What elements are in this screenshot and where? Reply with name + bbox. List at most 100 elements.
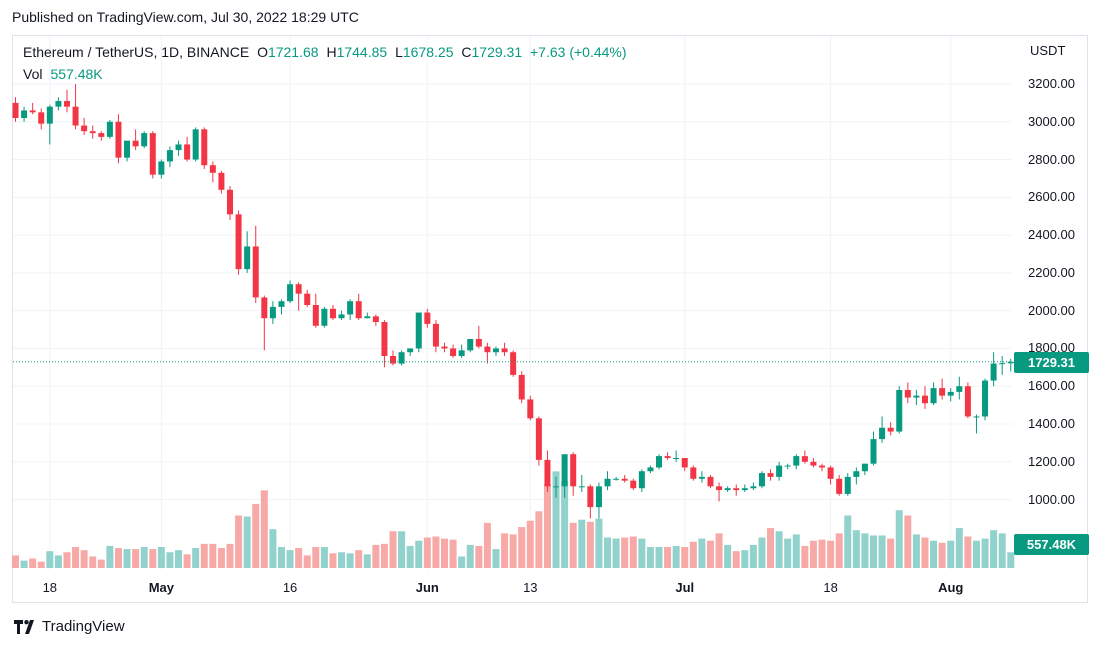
candle-body[interactable] <box>141 133 148 147</box>
candle-body[interactable] <box>269 306 276 319</box>
candle-body[interactable] <box>501 348 508 353</box>
candle-body[interactable] <box>776 465 783 477</box>
candle-body[interactable] <box>793 456 800 466</box>
candle-body[interactable] <box>535 418 542 460</box>
candle-body[interactable] <box>510 352 517 375</box>
candle-body[interactable] <box>347 301 354 315</box>
candle-body[interactable] <box>1007 361 1014 364</box>
candle-body[interactable] <box>913 395 920 398</box>
candle-body[interactable] <box>106 121 113 137</box>
candle-body[interactable] <box>990 363 997 381</box>
candle-body[interactable] <box>484 346 491 353</box>
candle-body[interactable] <box>836 478 843 494</box>
candle-body[interactable] <box>227 189 233 215</box>
candle-body[interactable] <box>304 293 311 305</box>
candle-body[interactable] <box>939 388 946 396</box>
candle-body[interactable] <box>896 390 903 432</box>
chart-frame[interactable] <box>12 35 1088 603</box>
candle-body[interactable] <box>184 144 191 160</box>
candle-body[interactable] <box>964 386 971 417</box>
candle-body[interactable] <box>295 284 302 294</box>
candle-body[interactable] <box>861 463 868 472</box>
candle-body[interactable] <box>218 172 225 190</box>
candle-body[interactable] <box>656 456 662 468</box>
candle-body[interactable] <box>338 314 345 319</box>
candle-body[interactable] <box>261 297 268 319</box>
candle-body[interactable] <box>312 305 319 326</box>
candle-body[interactable] <box>690 467 697 479</box>
candle-body[interactable] <box>827 467 834 479</box>
candle-body[interactable] <box>321 308 328 326</box>
candle-body[interactable] <box>252 246 259 298</box>
candle-body[interactable] <box>38 112 45 124</box>
candle-body[interactable] <box>492 348 499 353</box>
candle-body[interactable] <box>630 480 637 489</box>
candle-body[interactable] <box>681 458 688 468</box>
candle-body[interactable] <box>124 140 131 158</box>
candle-body[interactable] <box>115 121 122 158</box>
candle-body[interactable] <box>329 308 336 319</box>
candle-body[interactable] <box>390 356 397 364</box>
candle-body[interactable] <box>982 380 989 417</box>
candle-body[interactable] <box>698 476 705 479</box>
candle-body[interactable] <box>450 348 457 356</box>
candle-body[interactable] <box>544 459 551 487</box>
candle-body[interactable] <box>921 395 928 404</box>
candle-body[interactable] <box>750 486 757 489</box>
candle-body[interactable] <box>638 471 645 489</box>
candle-body[interactable] <box>424 312 431 324</box>
candle-body[interactable] <box>149 133 156 175</box>
candle-body[interactable] <box>72 106 79 126</box>
candle-body[interactable] <box>278 301 285 307</box>
candle-body[interactable] <box>647 467 654 472</box>
candle-body[interactable] <box>570 454 577 487</box>
candle-body[interactable] <box>12 102 19 118</box>
candle-body[interactable] <box>947 391 954 396</box>
candle-body[interactable] <box>98 133 105 137</box>
candle-body[interactable] <box>175 144 182 151</box>
candle-body[interactable] <box>784 465 791 467</box>
candle-body[interactable] <box>458 350 465 356</box>
candle-body[interactable] <box>801 456 808 462</box>
candle-body[interactable] <box>604 478 611 487</box>
candle-body[interactable] <box>595 486 602 508</box>
candle-body[interactable] <box>956 386 963 392</box>
candle-body[interactable] <box>664 456 671 458</box>
candle-body[interactable] <box>287 284 294 302</box>
candle-body[interactable] <box>475 339 482 347</box>
candle-body[interactable] <box>407 348 414 353</box>
candle-body[interactable] <box>767 473 774 477</box>
candle-body[interactable] <box>561 454 568 487</box>
candle-body[interactable] <box>973 416 980 418</box>
candle-body[interactable] <box>372 316 379 322</box>
candle-body[interactable] <box>844 476 851 494</box>
candle-body[interactable] <box>553 486 560 488</box>
candle-body[interactable] <box>364 316 371 319</box>
candle-body[interactable] <box>432 323 439 347</box>
candle-body[interactable] <box>527 399 534 419</box>
candle-body[interactable] <box>235 214 242 270</box>
candle-body[interactable] <box>673 458 680 459</box>
candle-body[interactable] <box>587 486 594 508</box>
candle-body[interactable] <box>819 465 826 468</box>
candle-body[interactable] <box>381 322 388 356</box>
candle-body[interactable] <box>355 301 362 319</box>
candle-body[interactable] <box>870 439 877 464</box>
candle-body[interactable] <box>244 246 251 270</box>
candle-body[interactable] <box>578 486 585 488</box>
candle-body[interactable] <box>733 488 740 491</box>
candle-body[interactable] <box>441 346 448 349</box>
candle-body[interactable] <box>930 388 937 404</box>
candle-body[interactable] <box>21 110 28 118</box>
candle-body[interactable] <box>613 478 620 480</box>
candle-body[interactable] <box>132 140 139 147</box>
candle-body[interactable] <box>209 165 216 173</box>
candle-body[interactable] <box>999 363 1006 365</box>
candle-body[interactable] <box>192 129 199 160</box>
candle-body[interactable] <box>741 488 748 491</box>
candle-body[interactable] <box>621 478 628 481</box>
candle-body[interactable] <box>63 101 70 107</box>
candle-body[interactable] <box>201 129 208 166</box>
candle-body[interactable] <box>46 106 53 124</box>
